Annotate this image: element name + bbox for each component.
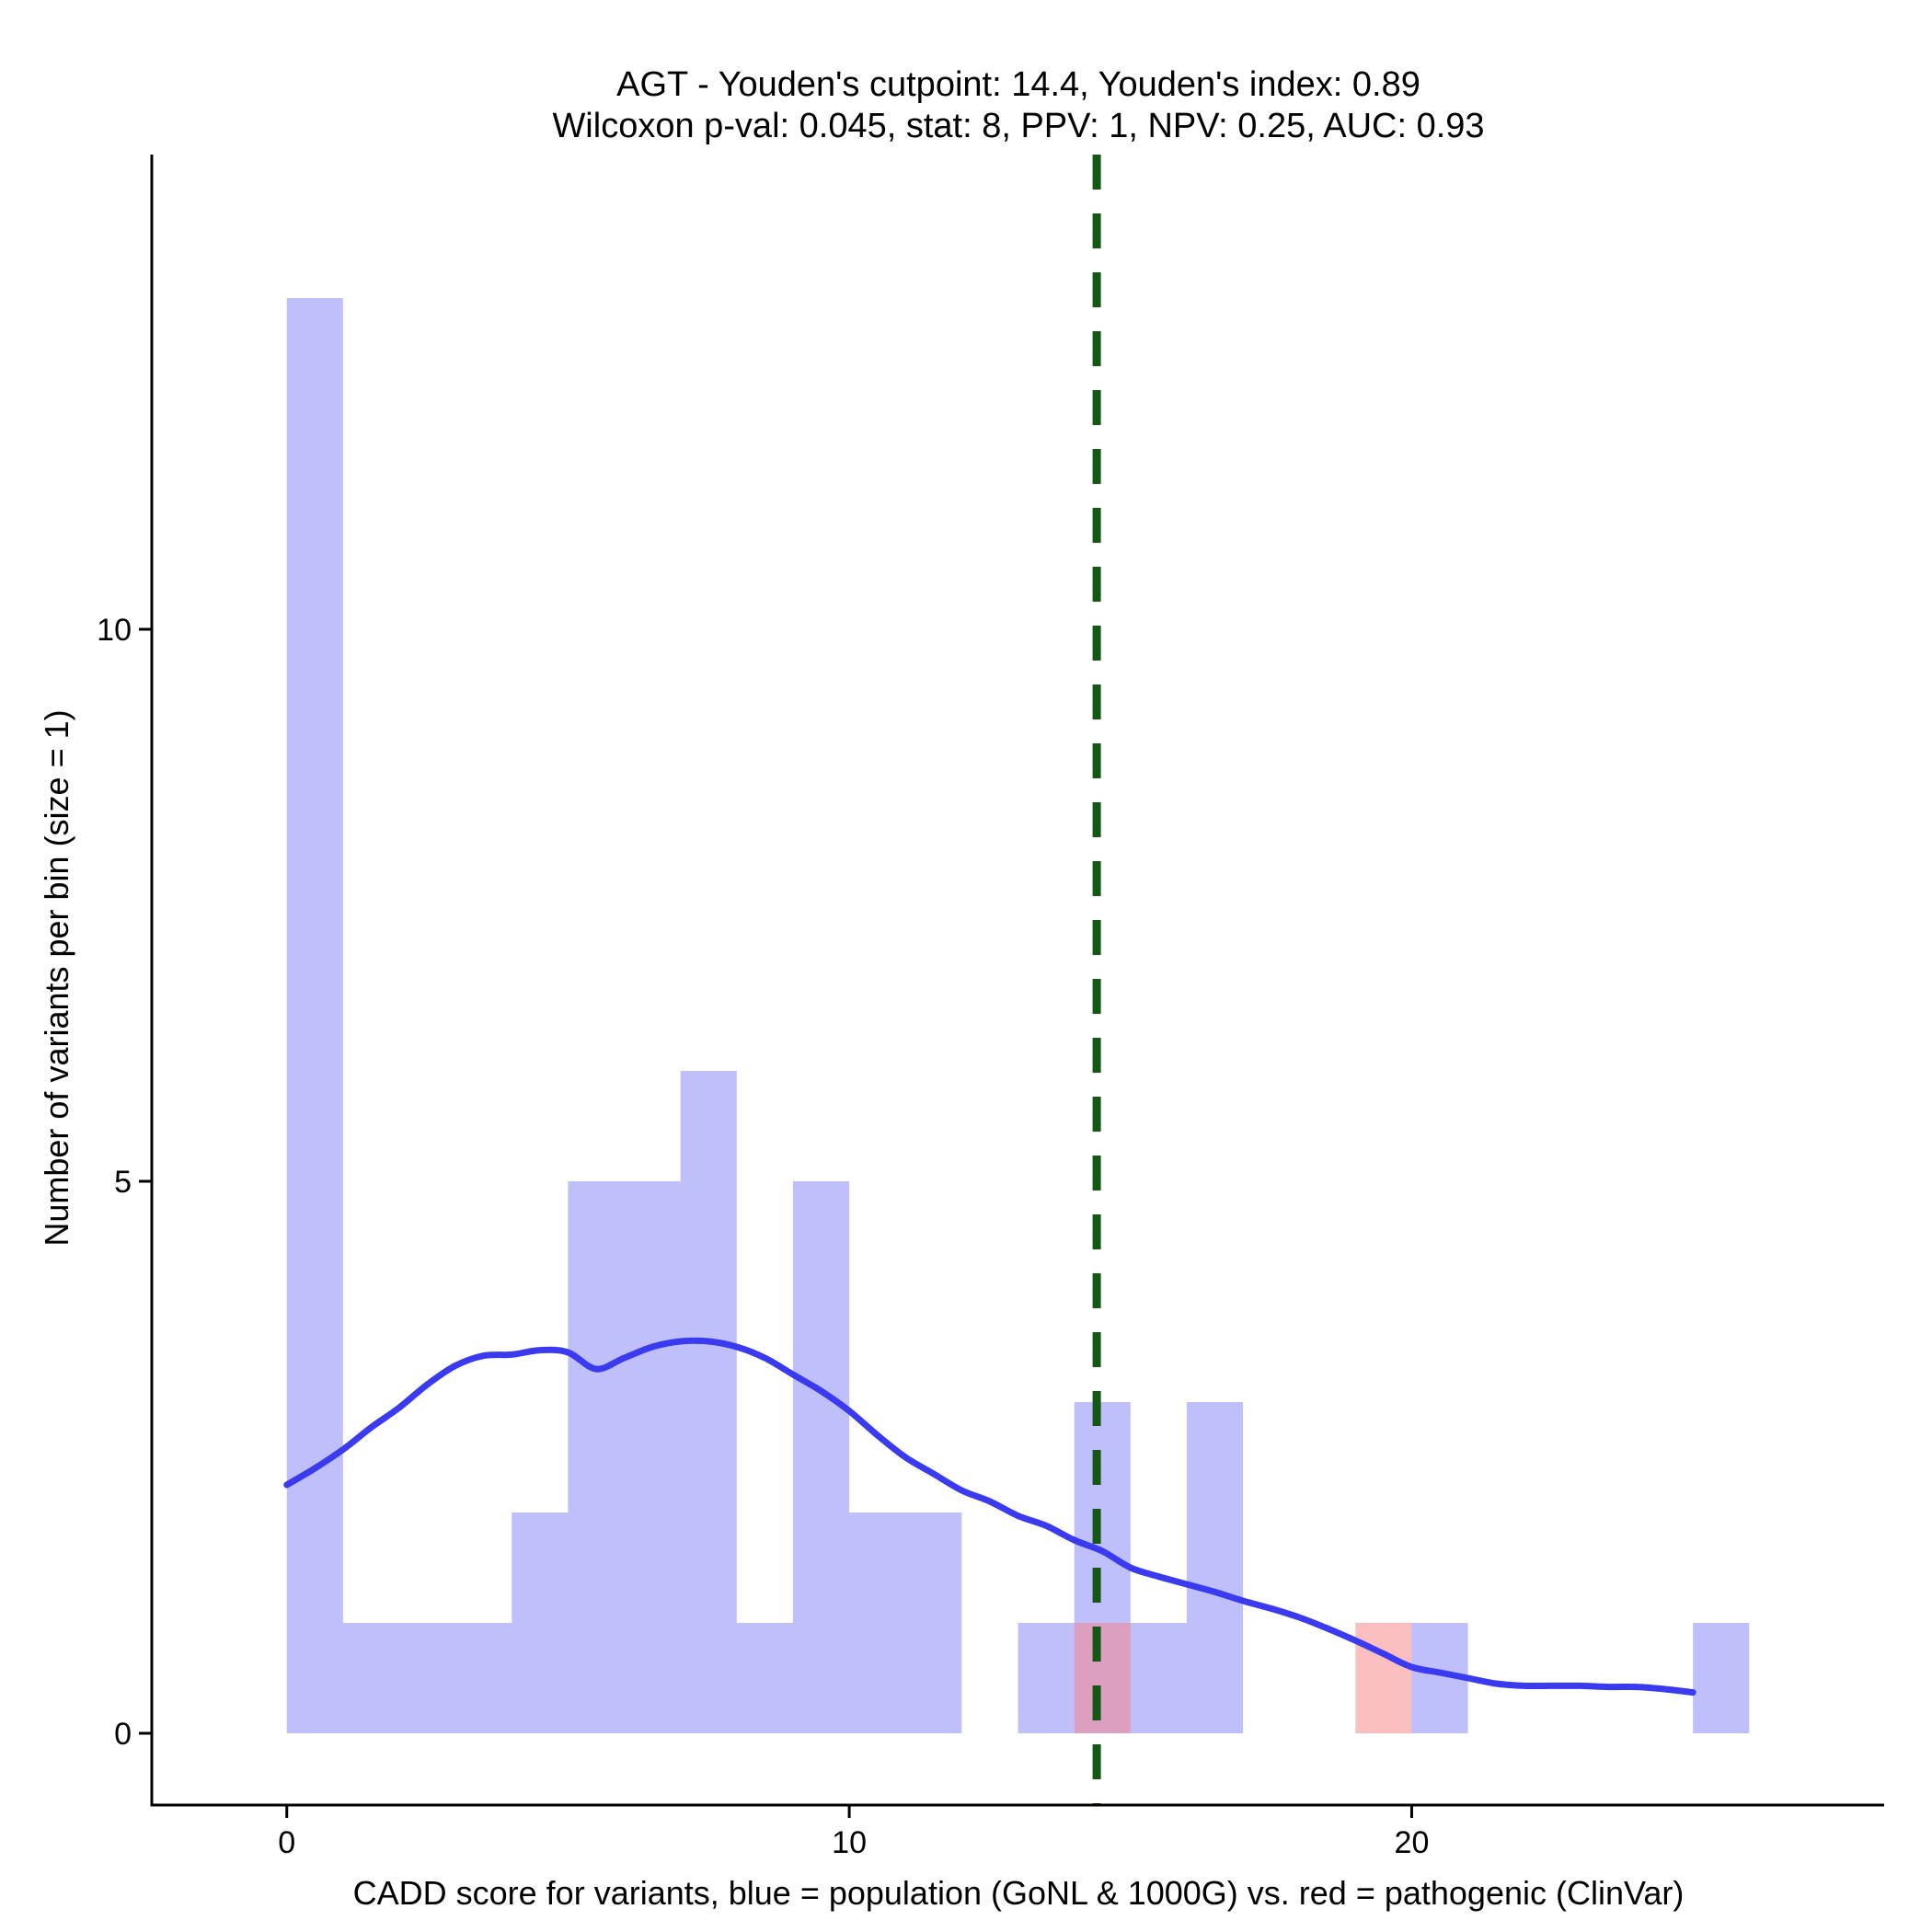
population-bar	[455, 1623, 512, 1733]
chart-subtitle: Wilcoxon p-val: 0.045, stat: 8, PPV: 1, …	[552, 107, 1484, 145]
y-axis-label: Number of variants per bin (size = 1)	[38, 709, 75, 1246]
pathogenic-bar	[1355, 1623, 1412, 1733]
axes-layer: 0 10 20 0 5 10	[97, 155, 1884, 1860]
population-bar	[736, 1623, 793, 1733]
y-tick-label: 10	[97, 613, 132, 648]
density-curve	[283, 1337, 1696, 1696]
pathogenic-bar	[1074, 1623, 1131, 1733]
population-bar	[568, 1181, 625, 1733]
x-tick-label: 20	[1395, 1825, 1430, 1860]
x-tick-label: 10	[832, 1825, 867, 1860]
population-bar	[1186, 1402, 1244, 1733]
population-bar	[680, 1071, 737, 1733]
bars-layer	[286, 298, 1750, 1733]
y-tick-label: 5	[114, 1165, 132, 1200]
x-axis-label: CADD score for variants, blue = populati…	[353, 1874, 1685, 1912]
population-bar	[1130, 1623, 1187, 1733]
chart-title: AGT - Youden's cutpoint: 14.4, Youden's …	[616, 65, 1420, 104]
density-layer	[283, 1337, 1696, 1696]
population-bar	[342, 1623, 399, 1733]
population-bar	[1693, 1623, 1750, 1733]
population-bar	[286, 298, 343, 1733]
population-bar	[624, 1181, 681, 1733]
population-bar	[512, 1512, 569, 1733]
y-tick-label: 0	[114, 1717, 132, 1752]
population-bar	[1018, 1623, 1075, 1733]
population-bar	[792, 1181, 850, 1733]
population-bar	[905, 1512, 962, 1733]
x-tick-label: 0	[278, 1825, 295, 1860]
population-bar	[399, 1623, 456, 1733]
population-bar	[849, 1512, 906, 1733]
